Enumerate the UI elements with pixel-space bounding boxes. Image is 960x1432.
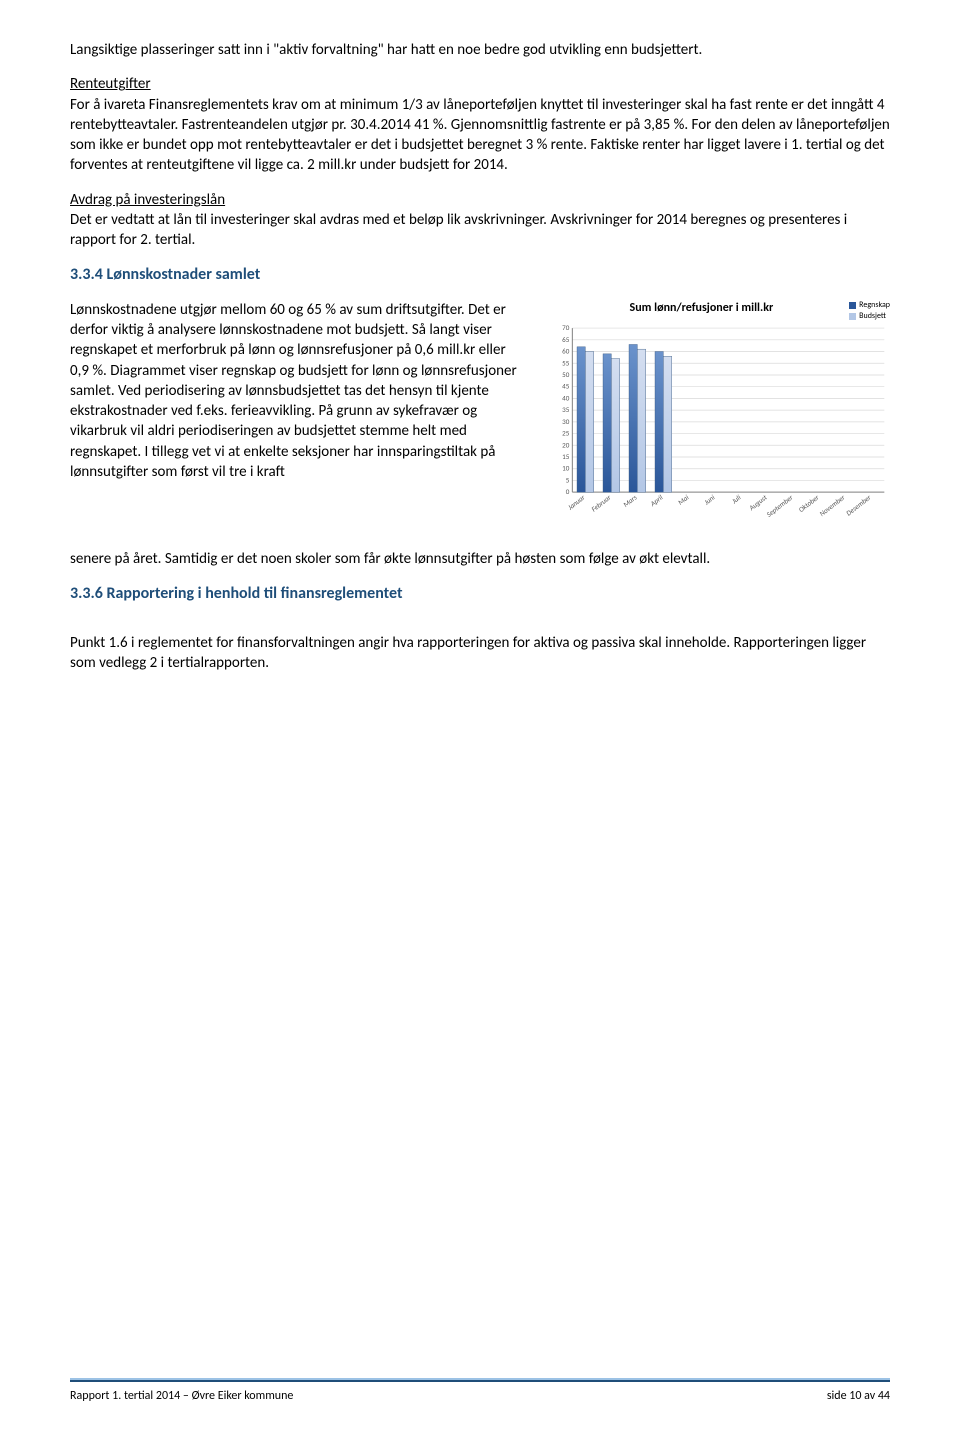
svg-text:Mars: Mars: [621, 493, 638, 509]
bar-chart: 0510152025303540455055606570JanuarFebrua…: [546, 322, 890, 535]
paragraph-lonn-left: Lønnskostnadene utgjør mellom 60 og 65 %…: [70, 300, 528, 482]
svg-text:10: 10: [562, 464, 570, 473]
page-footer: Rapport 1. tertial 2014 – Øvre Eiker kom…: [70, 1378, 890, 1404]
chart-legend: RegnskapBudsjett: [849, 300, 890, 322]
svg-text:Desember: Desember: [844, 493, 873, 518]
chart-container: Sum lønn/refusjoner i mill.kr RegnskapBu…: [546, 300, 890, 535]
footer-rule: [70, 1378, 890, 1382]
svg-text:15: 15: [562, 452, 570, 461]
svg-text:September: September: [764, 493, 794, 519]
section-heading-336: 3.3.6 Rapportering i henhold til finansr…: [70, 583, 890, 605]
paragraph-lonn-cont: senere på året. Samtidig er det noen sko…: [70, 549, 890, 569]
svg-text:55: 55: [562, 358, 570, 367]
paragraph-renteutgifter: Renteutgifter For å ivareta Finansreglem…: [70, 74, 890, 175]
text-renteutgifter: For å ivareta Finansreglementets krav om…: [70, 96, 890, 175]
svg-text:40: 40: [562, 394, 570, 403]
svg-text:Juni: Juni: [701, 493, 716, 508]
legend-label: Budsjett: [859, 311, 886, 322]
svg-text:0: 0: [565, 487, 569, 496]
svg-text:65: 65: [562, 335, 570, 344]
legend-swatch: [849, 313, 856, 320]
paragraph-finansreglement: Punkt 1.6 i reglementet for finansforval…: [70, 633, 890, 674]
svg-text:5: 5: [565, 476, 569, 485]
svg-text:25: 25: [562, 429, 570, 438]
svg-text:April: April: [647, 493, 664, 509]
footer-left: Rapport 1. tertial 2014 – Øvre Eiker kom…: [70, 1388, 293, 1404]
svg-text:Mai: Mai: [676, 493, 691, 507]
subheading-avdrag: Avdrag på investeringslån: [70, 191, 225, 209]
paragraph-avdrag: Avdrag på investeringslån Det er vedtatt…: [70, 190, 890, 251]
two-column-layout: Lønnskostnadene utgjør mellom 60 og 65 %…: [70, 300, 890, 535]
svg-text:70: 70: [562, 323, 570, 332]
svg-text:30: 30: [562, 417, 570, 426]
legend-item: Regnskap: [849, 300, 890, 311]
svg-text:35: 35: [562, 405, 570, 414]
svg-text:50: 50: [562, 370, 570, 379]
svg-text:November: November: [817, 493, 846, 519]
svg-text:60: 60: [562, 347, 570, 356]
paragraph-intro: Langsiktige plasseringer satt inn i "akt…: [70, 40, 890, 60]
svg-text:20: 20: [562, 441, 570, 450]
legend-item: Budsjett: [849, 311, 890, 322]
section-heading-334: 3.3.4 Lønnskostnader samlet: [70, 264, 890, 286]
svg-text:Juli: Juli: [729, 493, 743, 507]
subheading-renteutgifter: Renteutgifter: [70, 75, 151, 93]
svg-text:45: 45: [562, 382, 570, 391]
svg-text:Februar: Februar: [589, 493, 613, 514]
text-avdrag: Det er vedtatt at lån til investeringer …: [70, 211, 847, 249]
footer-right: side 10 av 44: [827, 1388, 890, 1404]
legend-swatch: [849, 302, 856, 309]
legend-label: Regnskap: [859, 300, 890, 311]
chart-title: Sum lønn/refusjoner i mill.kr: [554, 300, 850, 316]
